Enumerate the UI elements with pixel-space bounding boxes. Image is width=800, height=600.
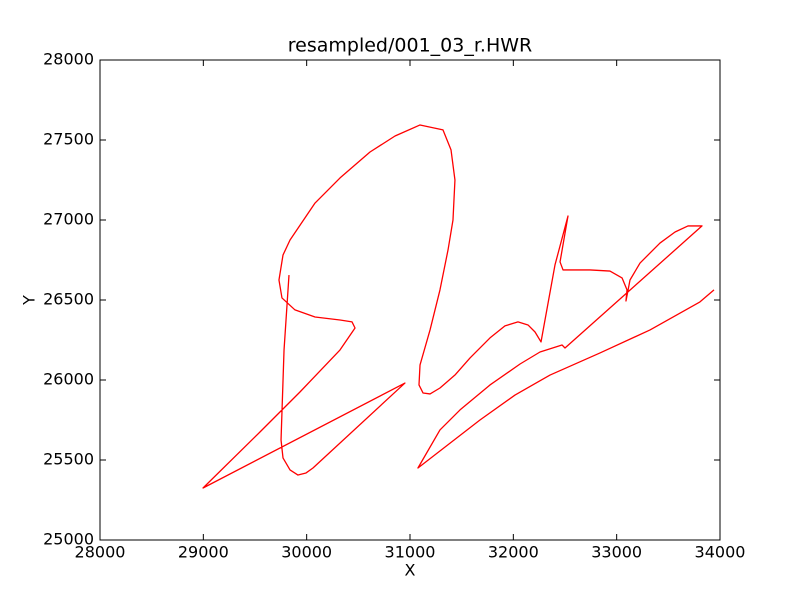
plot-frame [99,59,721,541]
x-tick-label: 32000 [488,543,539,562]
x-tick-label: 28000 [75,543,126,562]
y-tick-label: 27500 [43,130,94,149]
y-tick-label: 26000 [43,370,94,389]
x-tick-label: 33000 [591,543,642,562]
x-tick-label: 31000 [385,543,436,562]
y-tick-label: 26500 [43,290,94,309]
y-axis-label: Y [20,295,39,306]
y-tick-label: 25500 [43,450,94,469]
line [202,124,715,489]
x-tick-label: 34000 [695,543,746,562]
x-tick-label: 29000 [178,543,229,562]
x-tick-label: 30000 [281,543,332,562]
x-axis-label: X [405,561,416,580]
chart-title: resampled/001_03_r.HWR [288,35,532,57]
y-tick-label: 27000 [43,210,94,229]
y-tick-label: 28000 [43,50,94,69]
y-tick-label: 25000 [43,530,94,549]
